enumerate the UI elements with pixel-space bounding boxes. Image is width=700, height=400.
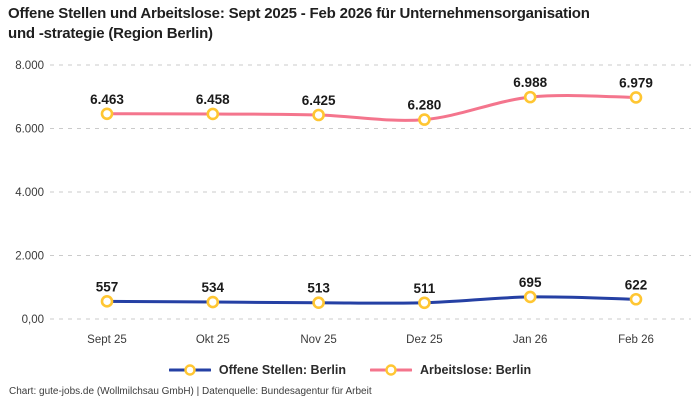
data-point-marker-arbeitslose (523, 90, 537, 104)
legend-item-arbeitslose: Arbeitslose: Berlin (369, 363, 532, 377)
data-point-label-arbeitslose: 6.425 (302, 93, 336, 108)
data-point-label-arbeitslose: 6.463 (90, 92, 124, 107)
data-point-marker-arbeitslose (418, 113, 431, 126)
data-point-marker-offene-stellen (418, 296, 431, 310)
y-tick-label: 4.000 (15, 187, 44, 199)
legend: Offene Stellen: Berlin Arbeitslose: Berl… (0, 361, 700, 379)
legend-swatch-offene-stellen-icon (168, 364, 211, 376)
data-point-label-arbeitslose: 6.988 (513, 75, 547, 90)
data-point-marker-arbeitslose (312, 108, 325, 122)
y-tick-label: 8.000 (15, 60, 44, 72)
y-tick-label: 6.000 (15, 124, 44, 136)
legend-item-offene-stellen: Offene Stellen: Berlin (168, 363, 346, 377)
page-title: Offene Stellen und Arbeitslose: Sept 202… (8, 4, 696, 44)
page-title-line1: Offene Stellen und Arbeitslose: Sept 202… (8, 5, 590, 22)
data-point-label-offene-stellen: 511 (414, 281, 436, 296)
data-point-label-arbeitslose: 6.458 (196, 92, 230, 107)
series-line-offene-stellen (105, 295, 638, 305)
data-point-label-offene-stellen: 513 (307, 281, 330, 296)
footer-credit: Chart: gute-jobs.de (Wollmilchsau GmbH) … (9, 386, 372, 397)
x-tick-label: Nov 25 (300, 334, 336, 346)
data-point-marker-arbeitslose (629, 91, 643, 104)
data-point-label-arbeitslose: 6.979 (619, 75, 653, 90)
data-point-label-offene-stellen: 557 (96, 279, 119, 294)
chart-svg: 0,00 2.000 4.000 6.000 8.000 Sept 25 Okt 25 Nov… (15, 60, 691, 346)
x-tick-label: Jan 26 (513, 334, 548, 346)
data-point-marker-offene-stellen (100, 295, 114, 308)
data-point-marker-arbeitslose (206, 107, 220, 121)
y-tick-label: 2.000 (15, 251, 44, 263)
data-point-label-offene-stellen: 695 (519, 275, 542, 290)
data-point-label-offene-stellen: 622 (625, 277, 648, 292)
legend-label-offene-stellen: Offene Stellen: Berlin (218, 363, 346, 377)
x-tick-label: Dez 25 (406, 334, 442, 346)
data-point-marker-offene-stellen (523, 290, 537, 304)
data-point-marker-offene-stellen (312, 296, 325, 310)
x-tick-label: Feb 26 (618, 334, 654, 346)
x-tick-label: Okt 25 (196, 334, 230, 346)
data-point-marker-offene-stellen (206, 295, 220, 309)
data-point-label-offene-stellen: 534 (202, 280, 225, 295)
x-tick-label: Sept 25 (87, 334, 127, 346)
legend-swatch-arbeitslose-icon (369, 364, 412, 376)
data-point-marker-offene-stellen (629, 292, 643, 306)
page-title-line2: und -strategie (Region Berlin) (8, 25, 213, 42)
legend-label-arbeitslose: Arbeitslose: Berlin (419, 363, 532, 377)
data-point-label-arbeitslose: 6.280 (408, 98, 442, 113)
y-tick-label: 0,00 (22, 314, 44, 326)
series-line-arbeitslose (105, 94, 638, 122)
data-point-marker-arbeitslose (100, 107, 114, 121)
